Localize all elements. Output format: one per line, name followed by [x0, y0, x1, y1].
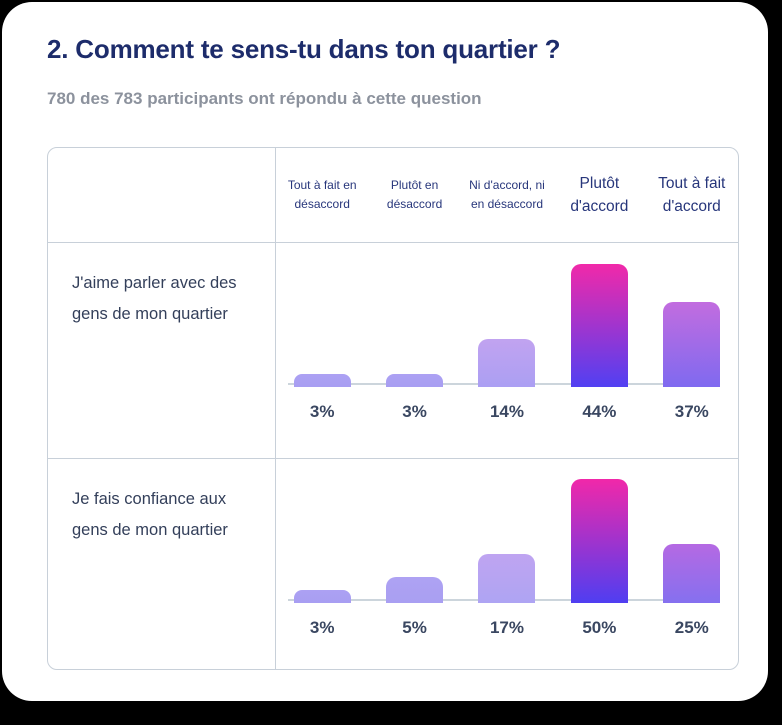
percent-label: 50%	[582, 618, 617, 637]
header-plutot-daccord: Plutôt d'accord	[570, 174, 629, 215]
percent-label: 14%	[489, 402, 524, 421]
bar	[478, 554, 536, 603]
percent-label: 17%	[489, 618, 524, 637]
bar	[570, 264, 628, 387]
bar	[293, 590, 351, 603]
bar-chart-row: 3% 3% 14% 44%	[276, 243, 738, 458]
bar-column: 3%	[276, 243, 368, 458]
bar	[570, 479, 628, 603]
header-tout-a-fait-daccord: Tout à fait d'accord	[658, 174, 726, 215]
bar	[663, 302, 721, 387]
table-row: J'aime parler avec des gens de mon quart…	[48, 243, 738, 458]
table-header-row: Tout à fait en désaccord Plutôt en désac…	[48, 148, 738, 243]
table-corner-cell	[48, 148, 276, 242]
response-count-subtitle: 780 des 783 participants ont répondu à c…	[47, 89, 482, 108]
bar-column: 25%	[646, 459, 738, 670]
bar-column: 50%	[553, 459, 645, 670]
results-table: Tout à fait en désaccord Plutôt en désac…	[47, 147, 739, 670]
row-label: Je fais confiance aux gens de mon quarti…	[48, 459, 276, 670]
header-tout-a-fait-en-desaccord: Tout à fait en désaccord	[287, 177, 357, 211]
header-ni-daccord-ni-en-desaccord: Ni d'accord, ni en désaccord	[469, 177, 545, 211]
bar	[478, 339, 536, 387]
percent-label: 3%	[402, 402, 427, 421]
bar-column: 14%	[461, 243, 553, 458]
bar-column: 44%	[553, 243, 645, 458]
bar-column: 3%	[276, 459, 368, 670]
bar	[386, 577, 444, 603]
row-label: J'aime parler avec des gens de mon quart…	[48, 243, 276, 458]
percent-label: 44%	[582, 402, 617, 421]
question-title: 2. Comment te sens-tu dans ton quartier …	[47, 34, 561, 64]
percent-label: 3%	[309, 402, 335, 421]
survey-result-card: 2. Comment te sens-tu dans ton quartier …	[2, 2, 768, 701]
percent-label: 25%	[674, 618, 709, 637]
bar-column: 17%	[461, 459, 553, 670]
header-plutot-en-desaccord: Plutôt en désaccord	[386, 177, 443, 211]
answer-headers: Tout à fait en désaccord Plutôt en désac…	[276, 148, 738, 242]
percent-label: 5%	[402, 618, 427, 637]
bar-chart-row: 3% 5% 17% 50%	[276, 459, 738, 670]
table-row: Je fais confiance aux gens de mon quarti…	[48, 458, 738, 670]
percent-label: 37%	[674, 402, 709, 421]
bar-column: 37%	[646, 243, 738, 458]
bar-column: 3%	[368, 243, 460, 458]
bar	[663, 544, 721, 603]
bar	[293, 374, 351, 387]
bar	[386, 374, 444, 387]
percent-label: 3%	[309, 618, 335, 637]
bar-column: 5%	[368, 459, 460, 670]
